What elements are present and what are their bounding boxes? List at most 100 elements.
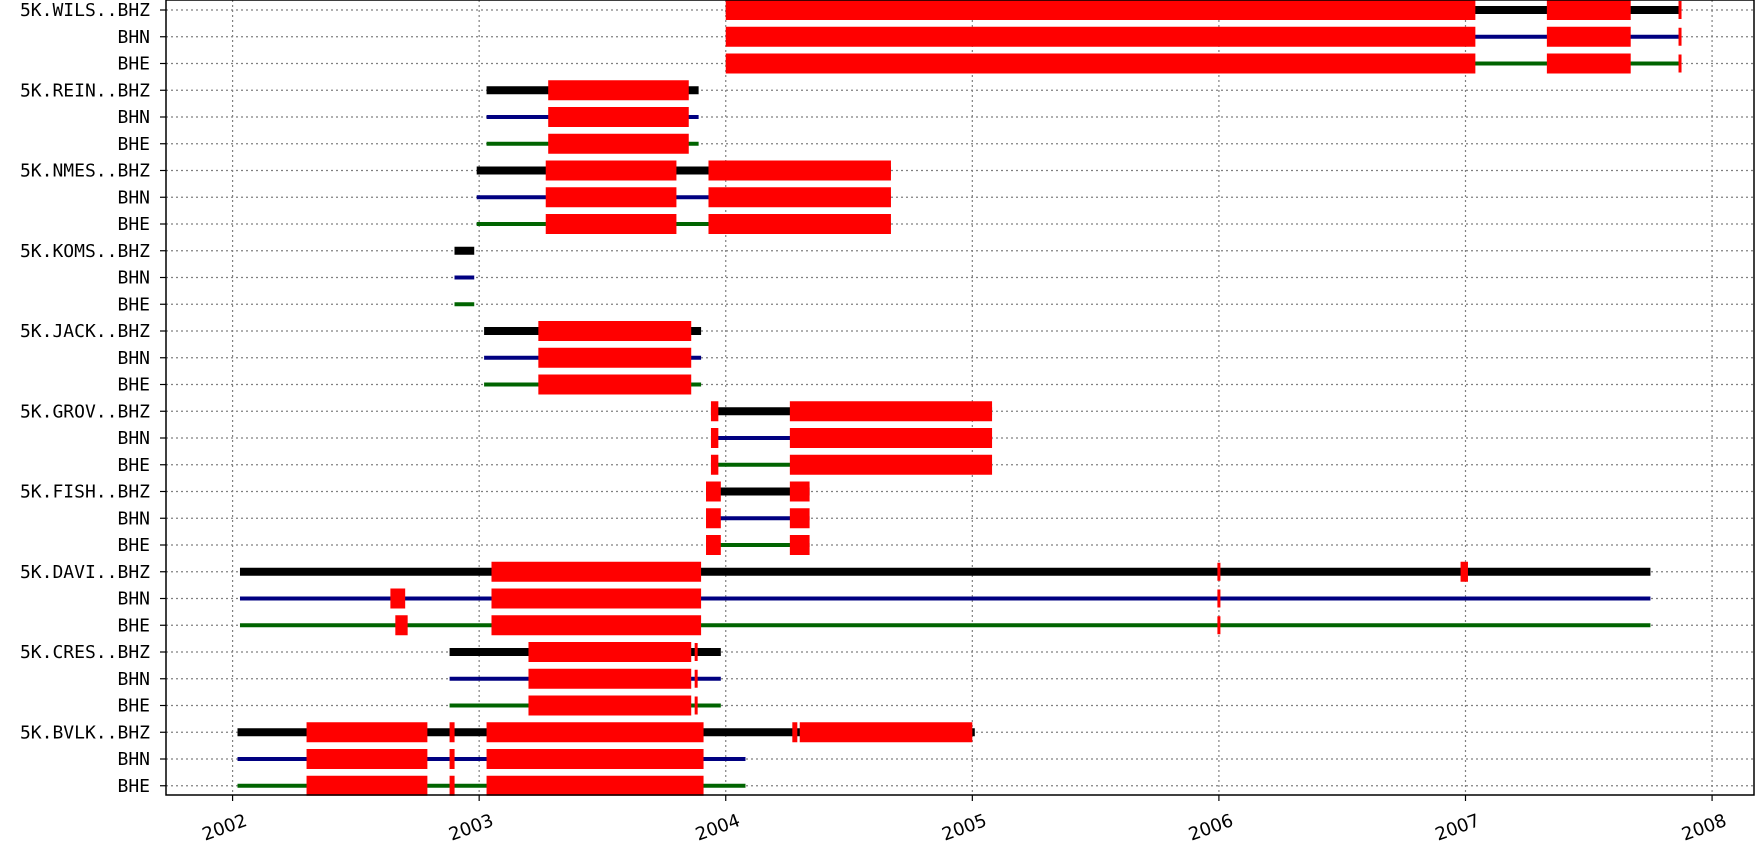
data-span-bar xyxy=(476,195,891,200)
gap-marker xyxy=(789,508,810,529)
y-tick-label: 5K.REIN..BHZ xyxy=(20,80,150,101)
data-span-bar xyxy=(476,166,891,175)
gap-marker xyxy=(390,588,406,609)
y-tick-label: 5K.BVLK..BHZ xyxy=(20,722,150,743)
data-span-bar xyxy=(706,543,810,547)
gap-marker xyxy=(710,401,719,422)
x-tick-label: 2007 xyxy=(1432,810,1482,845)
data-span-bar xyxy=(239,623,1651,628)
y-tick-label: BHN xyxy=(117,107,150,128)
y-tick-label: 5K.JACK..BHZ xyxy=(20,321,150,342)
gap-marker xyxy=(545,187,677,208)
gap-tick xyxy=(1217,589,1221,608)
gap-marker xyxy=(725,0,1476,20)
gap-marker xyxy=(528,642,692,662)
gap-marker xyxy=(725,53,1476,74)
data-span-bar xyxy=(239,596,1651,601)
gap-tick xyxy=(694,669,698,688)
gap-marker xyxy=(708,187,891,208)
y-tick-label: BHN xyxy=(117,348,150,369)
gap-marker xyxy=(1546,53,1631,74)
y-tick-label: BHN xyxy=(117,589,150,610)
gap-marker xyxy=(491,615,702,636)
data-span-bar xyxy=(454,275,475,280)
y-tick-label: BHN xyxy=(117,508,150,529)
gap-tick xyxy=(694,696,698,715)
gap-marker xyxy=(1546,0,1631,20)
x-tick-label: 2008 xyxy=(1679,810,1729,845)
gap-marker xyxy=(548,133,689,154)
data-span-bar xyxy=(706,516,810,521)
gap-marker xyxy=(538,347,692,368)
data-span-bar xyxy=(454,246,475,255)
gap-marker xyxy=(538,374,692,395)
y-tick-label: 5K.CRES..BHZ xyxy=(20,642,150,663)
gap-tick xyxy=(694,643,698,661)
gap-marker xyxy=(449,722,455,743)
gap-marker xyxy=(395,615,408,636)
y-tick-label: BHN xyxy=(117,27,150,48)
x-tick-label: 2005 xyxy=(939,810,989,845)
y-tick-label: BHN xyxy=(117,187,150,208)
y-tick-label: BHE xyxy=(117,54,150,75)
gap-marker xyxy=(548,107,689,127)
gap-marker xyxy=(491,561,702,582)
y-tick-label: BHE xyxy=(117,535,150,556)
data-span-bar xyxy=(706,487,810,496)
y-tick-label: 5K.GROV..BHZ xyxy=(20,401,150,422)
gap-marker xyxy=(710,454,719,475)
bars-layer xyxy=(237,0,1682,796)
gap-tick xyxy=(1678,27,1682,46)
y-tick-label: BHE xyxy=(117,134,150,155)
gap-marker xyxy=(708,160,891,181)
y-tick-label: BHE xyxy=(117,455,150,476)
data-span-bar xyxy=(454,302,475,307)
gap-marker xyxy=(725,26,1476,47)
gap-marker xyxy=(306,749,428,769)
gap-marker xyxy=(486,722,704,743)
gap-marker xyxy=(545,160,677,181)
gap-marker xyxy=(486,775,704,796)
gap-marker xyxy=(1460,561,1468,582)
gap-tick xyxy=(1217,616,1221,635)
gap-marker xyxy=(710,428,719,448)
y-tick-label: BHE xyxy=(117,214,150,235)
x-tick-label: 2003 xyxy=(446,810,496,845)
gap-tick xyxy=(1678,54,1682,73)
gap-marker xyxy=(789,535,810,555)
x-tick-label: 2002 xyxy=(200,810,250,845)
gap-marker xyxy=(545,214,677,234)
gap-tick xyxy=(1678,1,1682,19)
y-tick-label: BHN xyxy=(117,749,150,770)
y-tick-label: 5K.DAVI..BHZ xyxy=(20,562,150,583)
gap-marker xyxy=(706,535,721,555)
y-tick-label: BHN xyxy=(117,669,150,690)
y-tick-label: 5K.FISH..BHZ xyxy=(20,482,150,503)
labels-layer: 2002 2003 2004 2005 2006 2007 2008 5K.WILS..BHZ… xyxy=(20,0,1729,846)
gap-marker xyxy=(799,722,973,743)
y-tick-label: 5K.WILS..BHZ xyxy=(20,0,150,21)
y-tick-label: BHE xyxy=(117,696,150,717)
y-tick-label: BHE xyxy=(117,615,150,636)
gap-marker xyxy=(1546,26,1631,47)
x-tick-label: 2004 xyxy=(693,810,743,845)
gap-marker xyxy=(789,454,993,475)
data-span-bar xyxy=(239,567,1651,576)
y-tick-label: 5K.NMES..BHZ xyxy=(20,161,150,182)
gap-marker xyxy=(491,588,702,609)
x-tick-label: 2006 xyxy=(1186,810,1236,845)
y-tick-label: BHE xyxy=(117,776,150,797)
plot-frame xyxy=(165,0,1755,796)
grid-layer xyxy=(160,0,1754,801)
y-tick-label: BHE xyxy=(117,294,150,315)
gap-marker xyxy=(528,695,692,716)
y-tick-label: BHN xyxy=(117,428,150,449)
gap-marker xyxy=(708,214,891,234)
gap-marker xyxy=(538,321,692,341)
gap-marker xyxy=(706,508,721,529)
data-span-bar xyxy=(476,222,891,226)
gap-marker xyxy=(789,428,993,448)
y-tick-label: BHN xyxy=(117,268,150,289)
y-tick-label: 5K.KOMS..BHZ xyxy=(20,241,150,262)
